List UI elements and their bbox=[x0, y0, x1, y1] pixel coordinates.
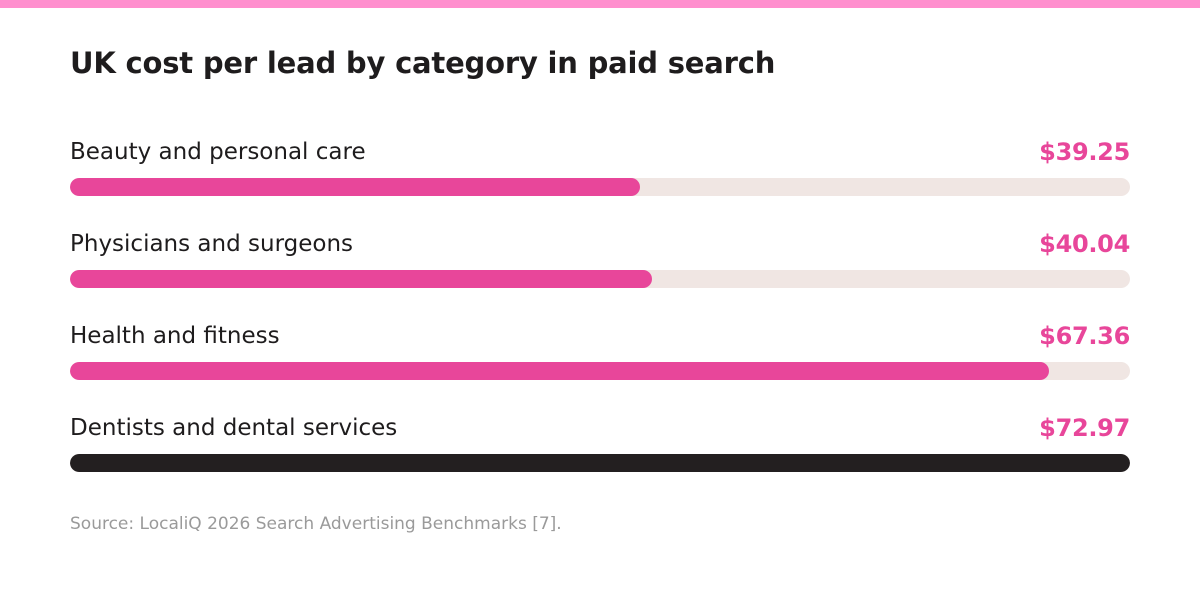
source-note: Source: LocaliQ 2026 Search Advertising … bbox=[70, 514, 562, 534]
bar bbox=[70, 362, 1049, 380]
bar-row: Beauty and personal care $39.25 bbox=[70, 136, 1130, 206]
bar bbox=[70, 270, 652, 288]
bar-track bbox=[70, 178, 1130, 196]
bar bbox=[70, 454, 1130, 472]
bar-track bbox=[70, 454, 1130, 472]
value-label: $67.36 bbox=[1039, 322, 1130, 350]
bar-row: Physicians and surgeons $40.04 bbox=[70, 228, 1130, 298]
category-label: Physicians and surgeons bbox=[70, 231, 354, 257]
value-label: $39.25 bbox=[1039, 138, 1130, 166]
category-label: Health and fitness bbox=[70, 323, 280, 349]
bar-track bbox=[70, 362, 1130, 380]
bar-row: Health and fitness $67.36 bbox=[70, 320, 1130, 390]
category-label: Beauty and personal care bbox=[70, 139, 366, 165]
bar-row: Dentists and dental services $72.97 bbox=[70, 412, 1130, 482]
value-label: $40.04 bbox=[1039, 230, 1130, 258]
value-label: $72.97 bbox=[1039, 414, 1130, 442]
top-accent-bar bbox=[0, 0, 1200, 8]
category-label: Dentists and dental services bbox=[70, 415, 398, 441]
bar bbox=[70, 178, 640, 196]
chart-title: UK cost per lead by category in paid sea… bbox=[70, 46, 776, 80]
bar-track bbox=[70, 270, 1130, 288]
